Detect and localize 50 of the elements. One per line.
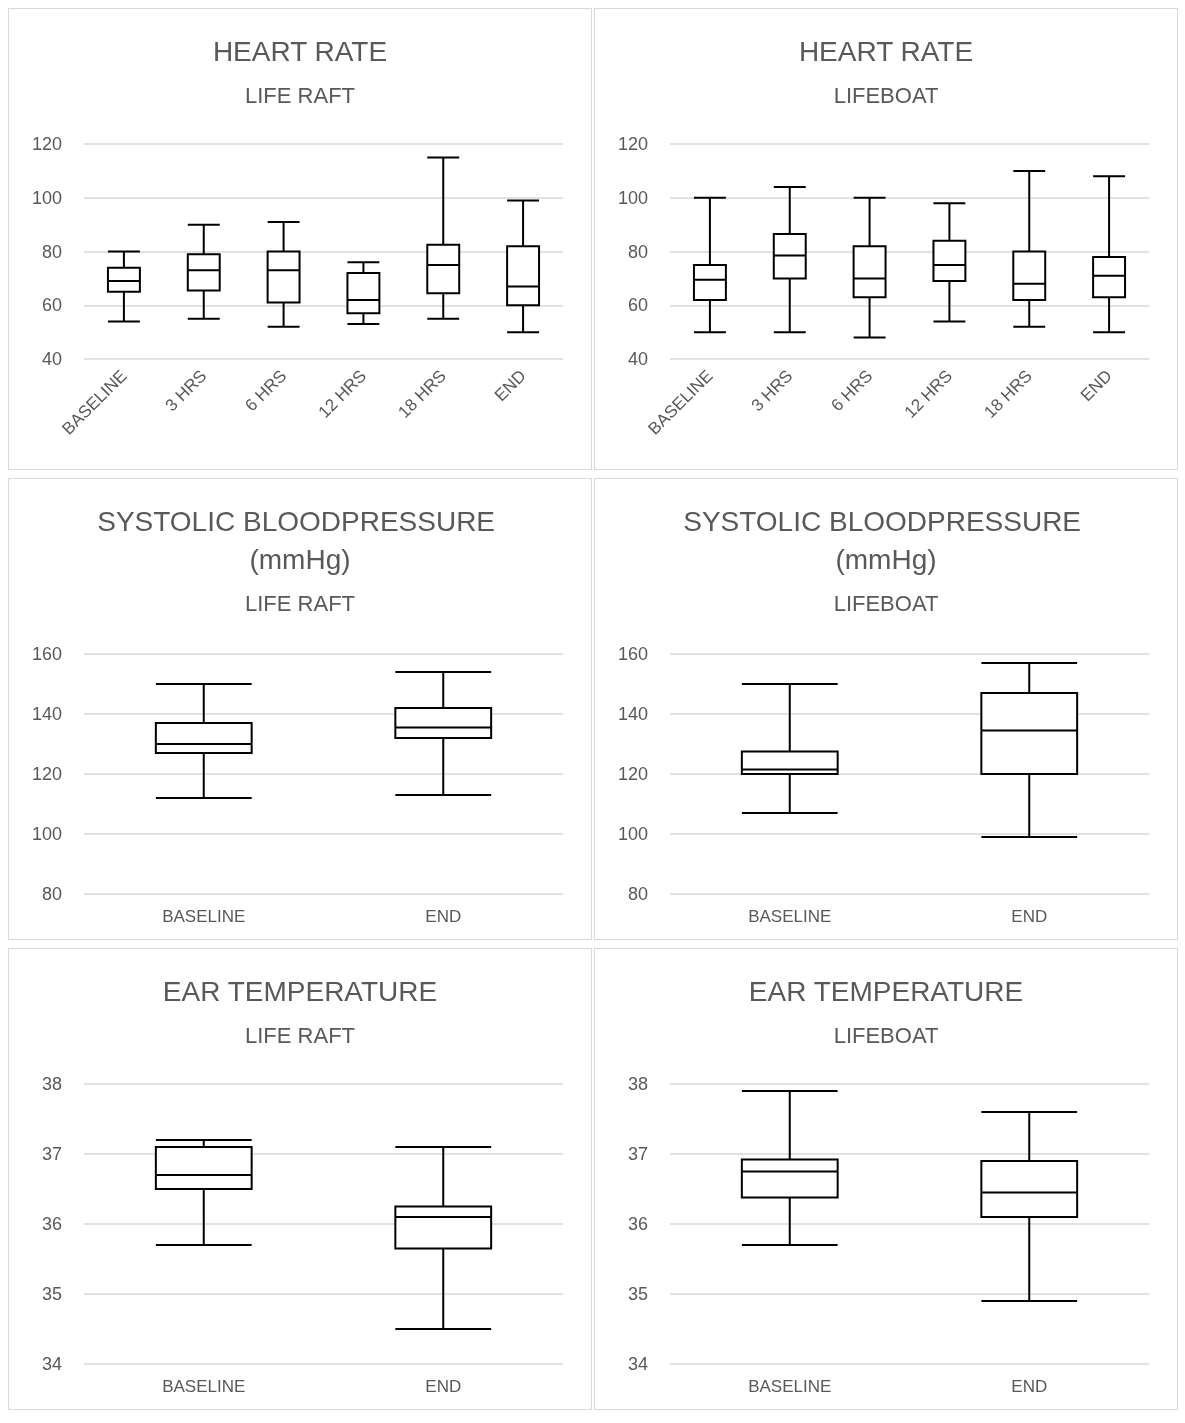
y-tick-label: 80 [627,241,648,262]
y-tick-label: 140 [617,704,648,724]
y-tick-label: 38 [627,1074,648,1094]
x-tick-label: END [1011,907,1048,926]
y-tick-label: 60 [627,295,648,316]
y-tick-label: 34 [627,1354,648,1374]
y-tick-label: 80 [41,884,62,904]
y-tick-label: 36 [627,1214,648,1234]
y-tick-label: 38 [41,1074,62,1094]
y-tick-label: 160 [617,644,648,664]
x-tick-label: END [1011,1377,1048,1396]
chart-title: SYSTOLIC BLOODPRESSURE (mmHg) [97,505,503,575]
chart-title: EAR TEMPERATURE [748,975,1024,1007]
y-tick-label: 60 [41,295,62,316]
y-tick-label: 80 [627,884,648,904]
chart-title: HEART RATE [212,35,388,67]
y-tick-label: 160 [31,644,62,664]
y-tick-label: 120 [617,134,648,154]
y-tick-label: 35 [41,1284,62,1304]
y-tick-label: 120 [617,764,648,784]
x-tick-label: END [425,907,462,926]
x-tick-label: BASELINE [748,1377,832,1396]
chart-title: EAR TEMPERATURE [162,975,438,1007]
x-tick-label: BASELINE [162,907,246,926]
y-tick-label: 36 [41,1214,62,1234]
chart-subtitle: LIFE RAFT [244,82,356,108]
chart-subtitle: LIFEBOAT [833,1022,939,1048]
y-tick-label: 80 [41,241,62,262]
y-tick-label: 40 [627,349,648,369]
x-tick-label: END [425,1377,462,1396]
chart-subtitle: LIFEBOAT [833,590,939,616]
x-tick-label: BASELINE [162,1377,246,1396]
y-tick-label: 100 [617,824,648,844]
y-tick-label: 100 [617,187,648,208]
y-tick-label: 100 [31,187,62,208]
y-tick-label: 35 [627,1284,648,1304]
y-tick-label: 100 [31,824,62,844]
chart-title: SYSTOLIC BLOODPRESSURE (mmHg) [683,505,1089,575]
chart-subtitle: LIFE RAFT [244,590,356,616]
y-tick-label: 37 [627,1144,648,1164]
y-tick-label: 140 [31,704,62,724]
y-tick-label: 40 [41,349,62,369]
y-tick-label: 120 [31,764,62,784]
x-tick-label: BASELINE [748,907,832,926]
y-tick-label: 37 [41,1144,62,1164]
chart-title: HEART RATE [798,35,974,67]
chart-subtitle: LIFEBOAT [833,82,939,108]
y-tick-label: 34 [41,1354,62,1374]
chart-subtitle: LIFE RAFT [244,1022,356,1048]
y-tick-label: 120 [31,134,62,154]
